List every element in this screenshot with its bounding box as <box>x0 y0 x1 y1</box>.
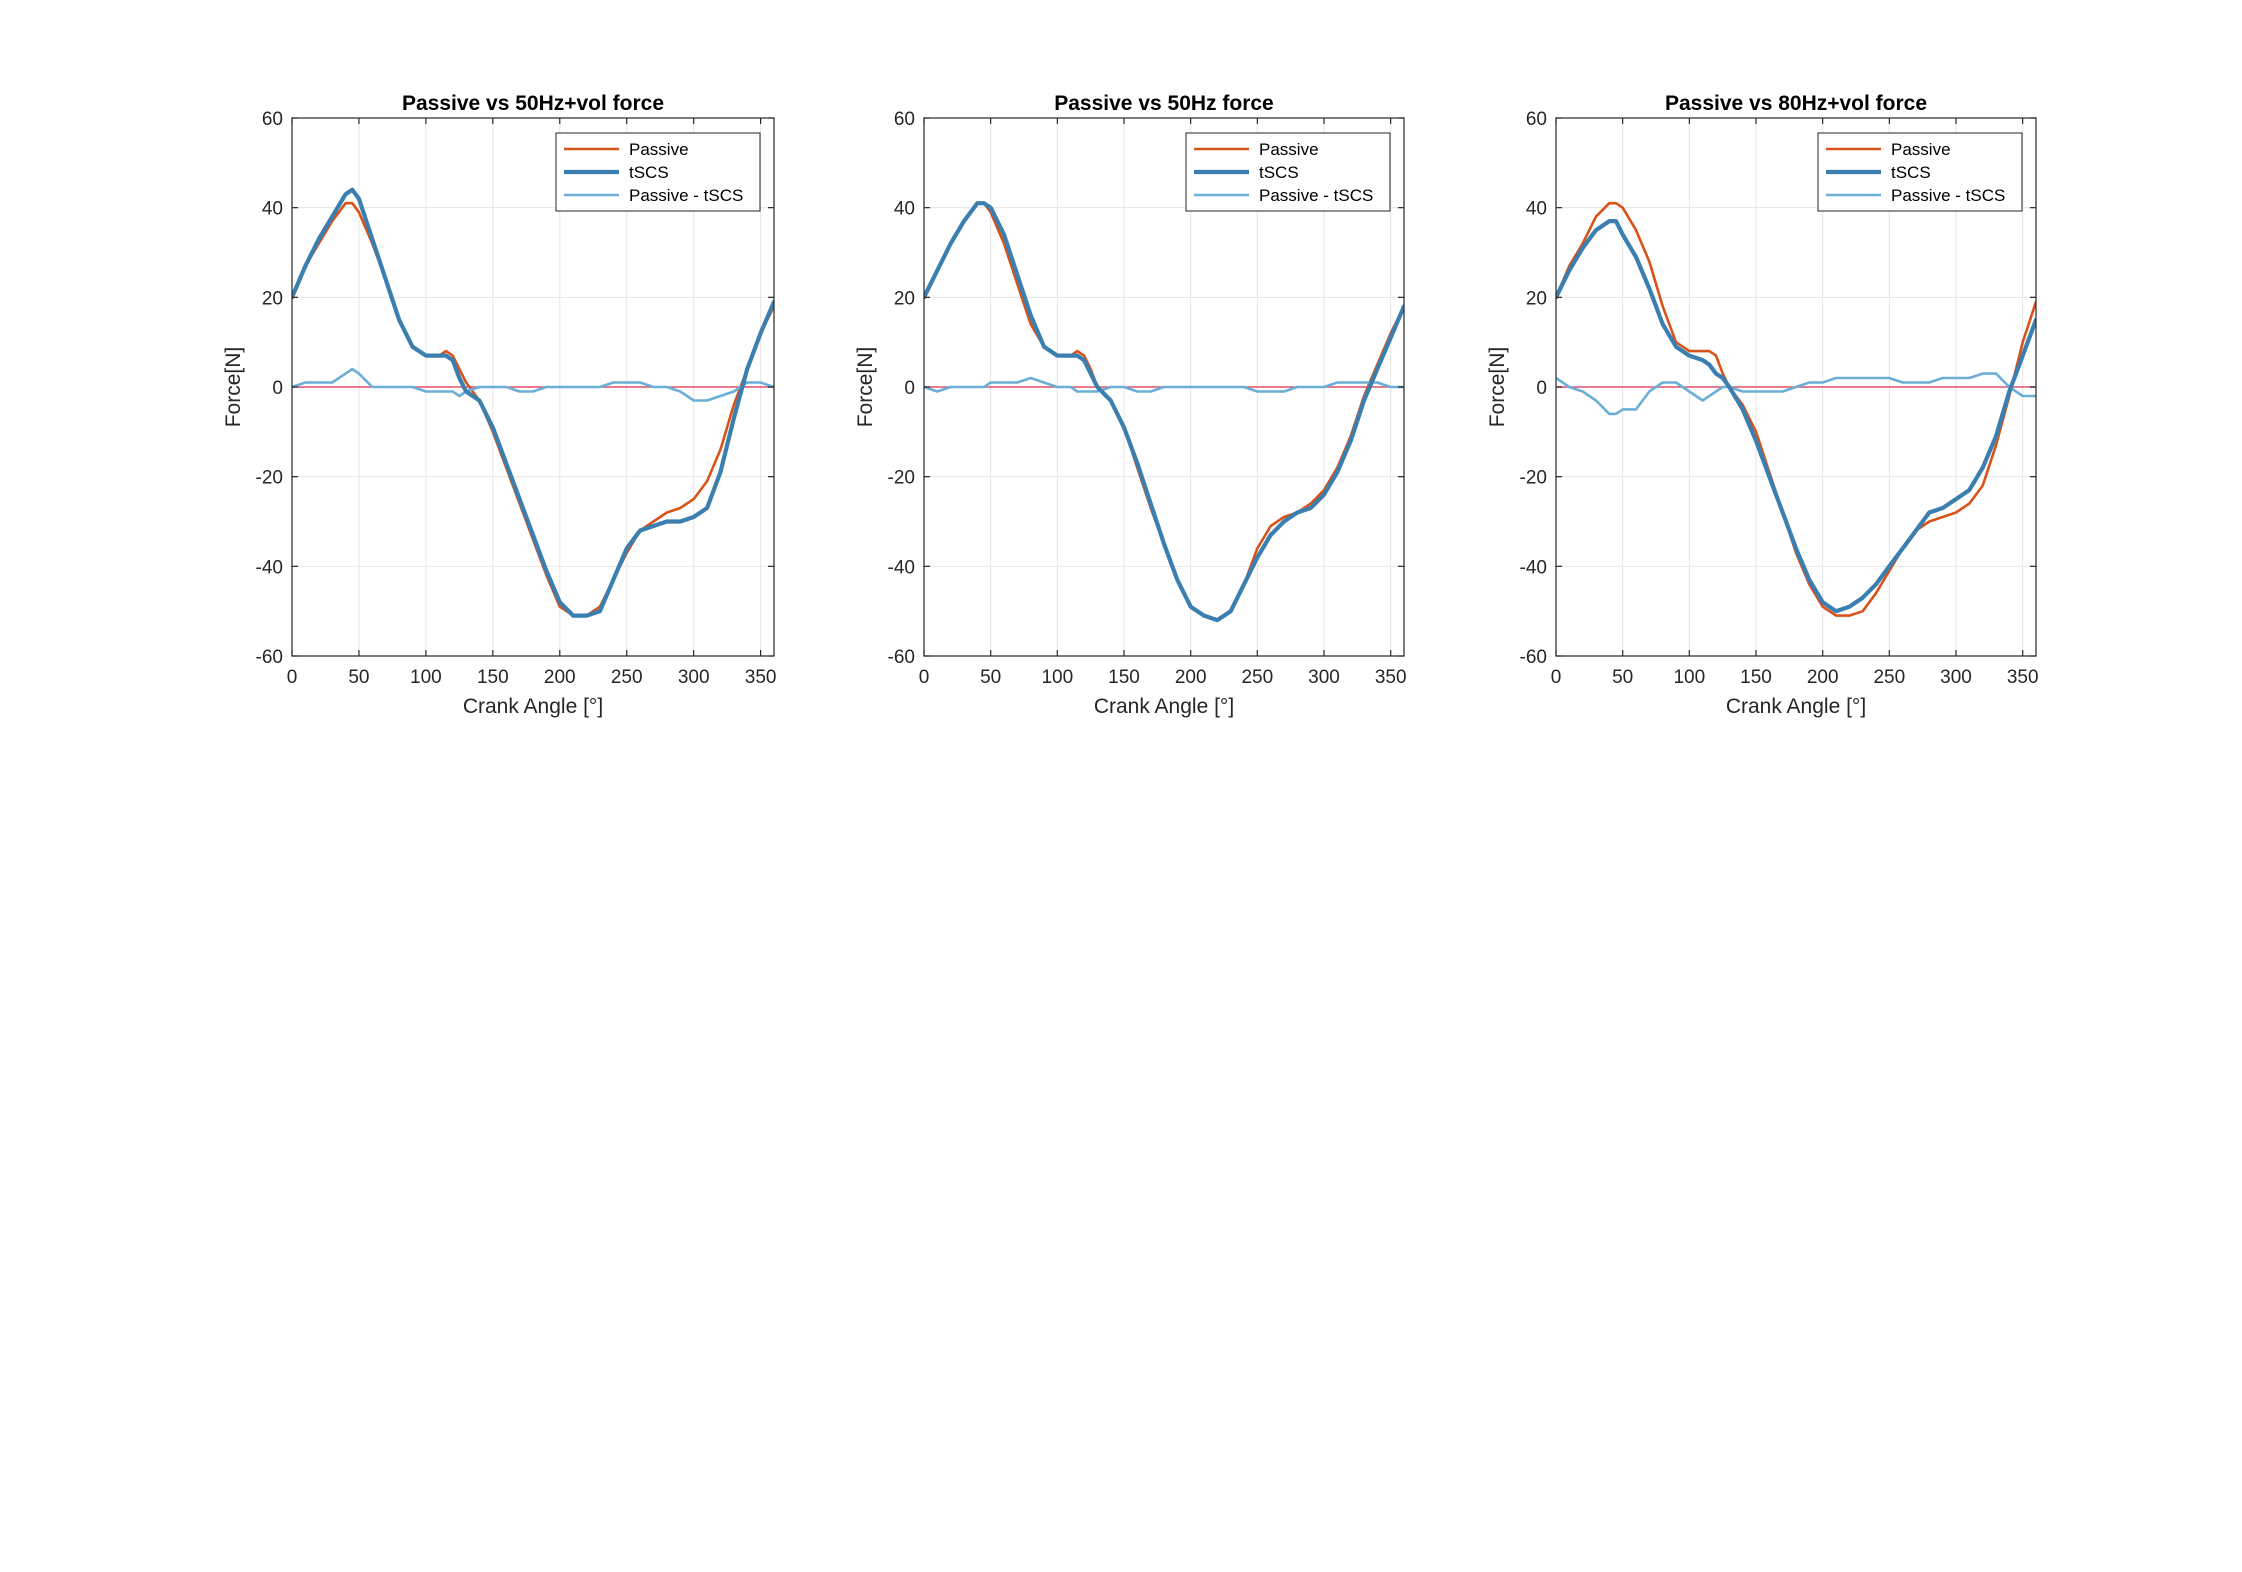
y-tick-label: 60 <box>1526 109 1547 130</box>
x-tick-label: 300 <box>1308 667 1340 688</box>
x-tick-label: 250 <box>611 667 643 688</box>
tscs-line-1 <box>292 187 774 618</box>
y-tick-label: 0 <box>1536 378 1547 399</box>
x-tick-label: 200 <box>1807 667 1839 688</box>
x-tick-label: 350 <box>2007 667 2039 688</box>
legend-label: Passive - tSCS <box>1891 186 2005 205</box>
x-tick-label: 0 <box>919 667 930 688</box>
y-tick-label: 20 <box>1526 288 1547 309</box>
x-tick-label: 200 <box>1175 667 1207 688</box>
legend-label: Passive <box>629 140 689 159</box>
x-tick-label: 300 <box>1940 667 1972 688</box>
legend-label: tSCS <box>629 163 669 182</box>
tscs-line-2 <box>924 201 1404 623</box>
x-tick-label: 100 <box>1041 667 1073 688</box>
y-tick-label: 20 <box>894 288 915 309</box>
y-tick-label: 40 <box>1526 199 1547 220</box>
x-tick-label: 50 <box>980 667 1001 688</box>
x-tick-label: 50 <box>348 667 369 688</box>
y-tick-label: -20 <box>888 468 915 489</box>
legend-label: Passive <box>1891 140 1951 159</box>
y-tick-label: 40 <box>262 199 283 220</box>
x-axis-label: Crank Angle [°] <box>463 695 603 718</box>
y-tick-label: -40 <box>256 557 283 578</box>
x-tick-label: 150 <box>1108 667 1140 688</box>
x-tick-label: 250 <box>1241 667 1273 688</box>
x-tick-label: 0 <box>1551 667 1562 688</box>
y-tick-label: 0 <box>904 378 915 399</box>
chart-panel-3: 0 50 100 150 200 250 300 350 -60 -40 -20 0 20 40 60 Pas… <box>1486 92 2039 718</box>
y-tick-label: 40 <box>894 199 915 220</box>
x-tick-label: 100 <box>1673 667 1705 688</box>
legend-label: Passive <box>1259 140 1319 159</box>
y-tick-label: 60 <box>894 109 915 130</box>
chart-panel-2: 0 50 100 150 200 250 300 350 -60 -40 -20 0 20 40 60 Pas… <box>854 92 1407 718</box>
chart-panel-1: 0 50 100 150 200 250 300 350 -60 -40 -20 0 20 40 60 Pas… <box>222 92 776 718</box>
y-tick-label: 60 <box>262 109 283 130</box>
legend: Passive tSCS Passive - tSCS <box>555 132 761 212</box>
x-axis-label: Crank Angle [°] <box>1726 695 1866 718</box>
x-axis-label: Crank Angle [°] <box>1094 695 1234 718</box>
y-tick-label: -40 <box>1520 557 1547 578</box>
x-tick-label: 150 <box>477 667 509 688</box>
x-tick-label: 150 <box>1740 667 1772 688</box>
legend: Passive tSCS Passive - tSCS <box>1817 132 2023 212</box>
x-tick-label: 100 <box>410 667 442 688</box>
legend: Passive tSCS Passive - tSCS <box>1185 132 1391 212</box>
chart-title: Passive vs 50Hz+vol force <box>402 92 664 115</box>
legend-label: Passive - tSCS <box>629 186 743 205</box>
chart-title: Passive vs 80Hz+vol force <box>1665 92 1927 115</box>
x-tick-label: 0 <box>287 667 298 688</box>
y-axis-label: Force[N] <box>222 347 245 428</box>
y-tick-label: -20 <box>256 468 283 489</box>
x-tick-label: 300 <box>678 667 710 688</box>
x-tick-label: 350 <box>1375 667 1407 688</box>
legend-label: tSCS <box>1891 163 1931 182</box>
legend-label: Passive - tSCS <box>1259 186 1373 205</box>
y-tick-label: -60 <box>1520 647 1547 668</box>
x-tick-label: 200 <box>544 667 576 688</box>
tscs-line-3 <box>1556 219 2036 614</box>
difference-line-2 <box>924 376 1404 393</box>
x-tick-label: 350 <box>745 667 777 688</box>
x-tick-label: 250 <box>1873 667 1905 688</box>
y-tick-label: 20 <box>262 288 283 309</box>
y-tick-label: -40 <box>888 557 915 578</box>
legend-label: tSCS <box>1259 163 1299 182</box>
difference-line-1 <box>292 367 774 402</box>
difference-line-3 <box>1556 372 2036 416</box>
y-tick-label: -20 <box>1520 468 1547 489</box>
y-axis-label: Force[N] <box>854 347 877 428</box>
y-tick-label: 0 <box>272 378 283 399</box>
x-tick-label: 50 <box>1612 667 1633 688</box>
y-tick-label: -60 <box>888 647 915 668</box>
chart-title: Passive vs 50Hz force <box>1054 92 1273 115</box>
y-axis-label: Force[N] <box>1486 347 1509 428</box>
y-tick-label: -60 <box>256 647 283 668</box>
